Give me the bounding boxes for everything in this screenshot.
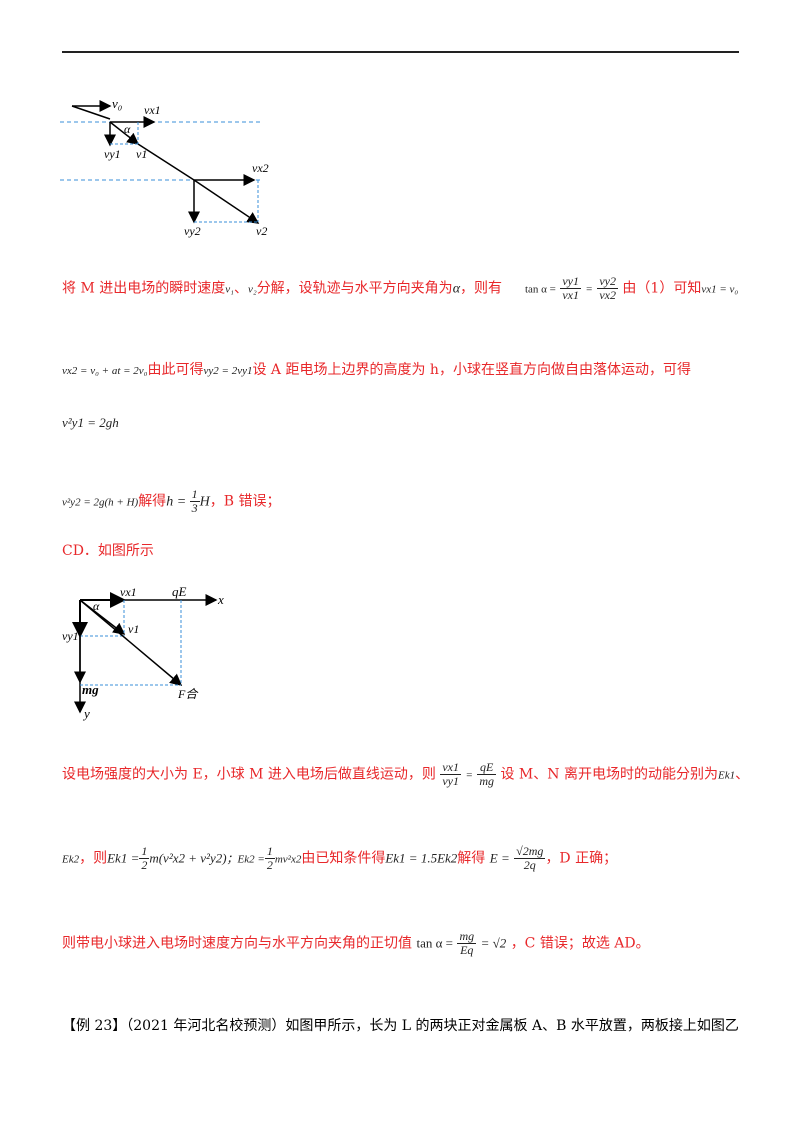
math: Ek1 <box>717 769 736 782</box>
math: mv²x2 <box>274 853 302 866</box>
fraction: vx1 vy1 <box>440 760 462 788</box>
text: 由（1）可知 <box>622 280 702 297</box>
math: = √2 <box>480 935 507 951</box>
text: 、 <box>735 766 750 783</box>
fraction: vy2 vx2 <box>597 274 618 302</box>
fraction: √2mg 2q <box>514 844 546 872</box>
label-mg: mg <box>82 682 99 697</box>
header-rule <box>62 51 739 53</box>
label-alpha: α <box>93 599 100 613</box>
text: 设 A 距电场上边界的高度为 h，小球在竖直方向做自由落体运动，可得 <box>252 362 691 378</box>
paragraph-1: 将 M 进出电场的瞬时速度v₁、v₂分解，设轨迹与水平方向夹角为α，则有 tan… <box>62 275 738 302</box>
math: v²y2 = 2g(h + H) <box>62 496 139 509</box>
paragraph-3: v²y1 = 2gh <box>62 413 119 433</box>
math: Ek1 = <box>107 850 140 866</box>
label-qE: qE <box>172 584 187 599</box>
math: = <box>465 769 473 782</box>
label-y: y <box>82 706 90 721</box>
paragraph-5: CD．如图所示 <box>62 541 154 561</box>
fraction: vy1 vx1 <box>560 274 581 302</box>
text: 解得 <box>457 850 486 867</box>
text: 设电场强度的大小为 E，小球 M 进入电场后做直线运动，则 <box>62 766 436 783</box>
label-F: F合 <box>177 687 199 701</box>
math: α <box>452 281 461 297</box>
math: ； <box>226 853 238 866</box>
label-x: x <box>217 592 224 607</box>
math: m(v²x2 + v²y2) <box>149 850 227 866</box>
math: = <box>585 283 593 296</box>
text: ，B 错误； <box>209 493 281 510</box>
label-vy1: vy1 <box>104 147 121 161</box>
math: v₂ <box>247 283 257 296</box>
text: ，则有 <box>460 280 503 297</box>
text: 由已知条件得 <box>301 850 386 867</box>
label-alpha: α <box>124 122 131 136</box>
label-v1: v1 <box>128 622 139 636</box>
text: 将 M 进出电场的瞬时速度 <box>62 280 226 297</box>
math: E = <box>489 850 510 866</box>
paragraph-9: 【例 23】（2021 年河北名校预测）如图甲所示，长为 L 的两块正对金属板 … <box>62 1016 739 1036</box>
label-vx2: vx2 <box>252 161 269 175</box>
math: Ek1 = 1.5Ek2 <box>385 850 458 866</box>
math: vy2 = 2vy1 <box>203 365 253 377</box>
label-vx1: vx1 <box>144 103 161 117</box>
math: tan α = <box>524 283 556 296</box>
math: Ek2 = <box>237 853 265 866</box>
text: 设 M、N 离开电场时的动能分别为 <box>500 766 718 783</box>
text: 分解，设轨迹与水平方向夹角为 <box>256 280 453 297</box>
math: Ek2 <box>62 853 80 866</box>
label-v0: v₀ <box>112 96 122 111</box>
math: v²y1 = 2gh <box>62 415 119 430</box>
text: CD．如图所示 <box>62 543 154 559</box>
math: vx2 = v₀ + at = 2v₀ <box>62 365 148 377</box>
text: ，D 正确； <box>545 850 618 867</box>
label-v1: v1 <box>136 147 147 161</box>
text: 由此可得 <box>147 362 204 378</box>
math: tan α = <box>416 935 453 951</box>
paragraph-7: Ek2，则Ek1 = 1 2 m(v²x2 + v²y2)；Ek2 = 1 2 mv²x2由… <box>62 845 617 872</box>
velocity-diagram-1: v₀ vx1 α vy1 v1 vx2 vy2 v2 <box>60 96 269 238</box>
math: v₁ <box>225 283 234 296</box>
text: ，则 <box>79 850 108 867</box>
fraction: qE mg <box>477 760 497 788</box>
paragraph-8: 则带电小球进入电场时速度方向与水平方向夹角的正切值 tan α = mg Eq =… <box>62 930 650 957</box>
paragraph-2: vx2 = v₀ + at = 2v₀由此可得vy2 = 2vy1设 A 距电场… <box>62 360 691 381</box>
label-vx1: vx1 <box>120 585 137 599</box>
paragraph-4: v²y2 = 2g(h + H)解得h = 1 3 H，B 错误； <box>62 488 281 515</box>
text: 则带电小球进入电场时速度方向与水平方向夹角的正切值 <box>62 935 412 952</box>
math: vx1 = v₀ <box>701 283 739 296</box>
math: h = <box>166 494 190 510</box>
fraction: mg Eq <box>457 929 477 957</box>
text: 、 <box>233 280 248 297</box>
label-v2: v2 <box>256 224 267 238</box>
velocity-diagram-2: vx1 qE x α vy1 v1 mg F合 y <box>62 584 224 721</box>
text: 解得 <box>138 493 167 510</box>
label-vy1: vy1 <box>62 629 79 643</box>
math: H <box>199 494 210 510</box>
text: ，C 错误；故选 AD。 <box>510 935 650 952</box>
text: 【例 23】（2021 年河北名校预测）如图甲所示，长为 L 的两块正对金属板 … <box>62 1018 739 1034</box>
label-vy2: vy2 <box>184 224 201 238</box>
paragraph-6: 设电场强度的大小为 E，小球 M 进入电场后做直线运动，则 vx1 vy1 = q… <box>62 761 749 788</box>
